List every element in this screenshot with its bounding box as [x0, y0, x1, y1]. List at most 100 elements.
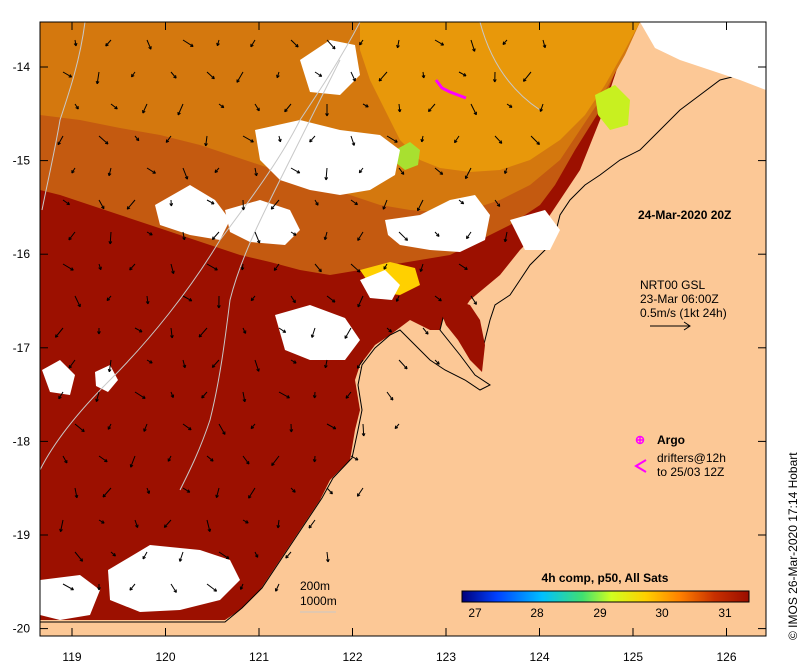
current-arrow [74, 103, 79, 110]
drifters-label-2: to 25/03 12Z [657, 465, 724, 479]
current-arrow [214, 167, 220, 173]
current-arrow [170, 583, 177, 593]
current-arrow [434, 39, 445, 46]
current-arrow [350, 199, 358, 206]
credit-label: © IMOS 26-Mar-2020 17:14 Hobart [786, 452, 800, 640]
x-tick-label: 123 [436, 650, 456, 664]
colorbar [461, 590, 750, 603]
current-arrow [248, 487, 256, 499]
depth-200m-label: 200m [300, 579, 330, 593]
current-arrow [254, 167, 258, 177]
current-arrow [312, 455, 317, 463]
current-arrow [62, 263, 74, 271]
argo-label: Argo [657, 433, 685, 447]
current-arrow [108, 231, 113, 245]
argo-icon [635, 435, 645, 445]
current-arrow [434, 167, 444, 175]
current-arrow [285, 551, 292, 559]
current-arrow [68, 231, 76, 241]
colorbar-ticks: 27 28 29 30 31 [468, 606, 732, 620]
current-arrow [206, 519, 212, 532]
current-time-label: 23-Mar 06:00Z [640, 292, 719, 306]
current-arrow [290, 295, 296, 304]
current-arrow [356, 359, 364, 369]
current-arrow [134, 519, 139, 528]
y-tick-label: -20 [13, 622, 31, 636]
current-arrow [95, 71, 100, 85]
y-axis: -14 -15 -16 -17 -18 -19 -20 [13, 60, 766, 636]
drifter-track [434, 79, 467, 100]
current-arrow [145, 295, 150, 305]
current-arrow [290, 231, 297, 236]
current-arrow [169, 199, 174, 207]
current-arrow [494, 199, 501, 207]
x-tick-label: 121 [249, 650, 269, 664]
current-arrow [216, 39, 220, 47]
current-arrow [110, 551, 116, 557]
current-arrow [323, 231, 328, 241]
current-arrow [178, 551, 184, 562]
current-arrow [470, 103, 477, 116]
current-arrow [502, 39, 508, 45]
current-arrow [326, 295, 336, 303]
current-arrow [397, 103, 402, 113]
current-arrow [523, 71, 532, 82]
current-arrow [218, 103, 225, 109]
current-arrow [129, 263, 136, 271]
colorbar-tick-label: 30 [655, 606, 669, 620]
current-arrow [419, 263, 424, 272]
kimberley-coast [40, 59, 766, 636]
current-arrow [250, 423, 256, 430]
y-tick-label: -18 [13, 434, 31, 448]
current-arrow [309, 135, 316, 143]
current-arrow [242, 327, 247, 334]
current-arrow [170, 263, 175, 275]
current-arrow [206, 455, 214, 462]
sst-green-patch [395, 142, 420, 170]
current-arrow [250, 295, 256, 302]
current-arrow [97, 583, 101, 591]
x-tick-label: 119 [62, 650, 81, 664]
current-arrow [427, 103, 436, 113]
scale-arrow-icon [650, 321, 691, 331]
current-model-label: NRT00 GSL [640, 278, 705, 292]
current-arrow [276, 71, 280, 79]
current-arrow [98, 519, 105, 524]
current-arrow [386, 391, 394, 401]
y-tick-label: -19 [13, 528, 31, 542]
current-arrow [326, 423, 337, 430]
current-arrow [506, 103, 513, 108]
current-arrow [324, 167, 329, 181]
current-arrow [163, 519, 172, 528]
current-arrow [254, 551, 259, 558]
current-arrow [361, 423, 366, 437]
current-arrow [110, 103, 118, 110]
y-tick-label: -16 [13, 247, 31, 261]
current-arrow [308, 519, 316, 529]
current-arrow [165, 135, 172, 143]
current-arrow [97, 327, 101, 335]
current-arrow [182, 423, 192, 431]
current-arrow [98, 263, 102, 271]
current-arrow [98, 135, 109, 145]
current-arrow [470, 295, 477, 305]
current-arrow [358, 167, 364, 174]
current-arrow [271, 455, 280, 466]
y-tick-label: -15 [13, 154, 31, 168]
current-arrow [107, 167, 112, 177]
current-arrow [270, 199, 280, 210]
cloud-cover [40, 22, 766, 620]
current-arrow [102, 487, 112, 498]
current-arrow [492, 71, 497, 83]
current-arrow [254, 359, 260, 372]
ocean-sst-light [360, 22, 640, 172]
current-arrow [434, 231, 440, 237]
colorbar-tick-label: 27 [468, 606, 482, 620]
current-arrow [170, 71, 177, 79]
current-arrow [325, 551, 330, 563]
current-arrow [239, 583, 244, 590]
current-arrow [71, 167, 76, 174]
current-arrow [422, 327, 429, 335]
current-arrow [395, 295, 400, 302]
